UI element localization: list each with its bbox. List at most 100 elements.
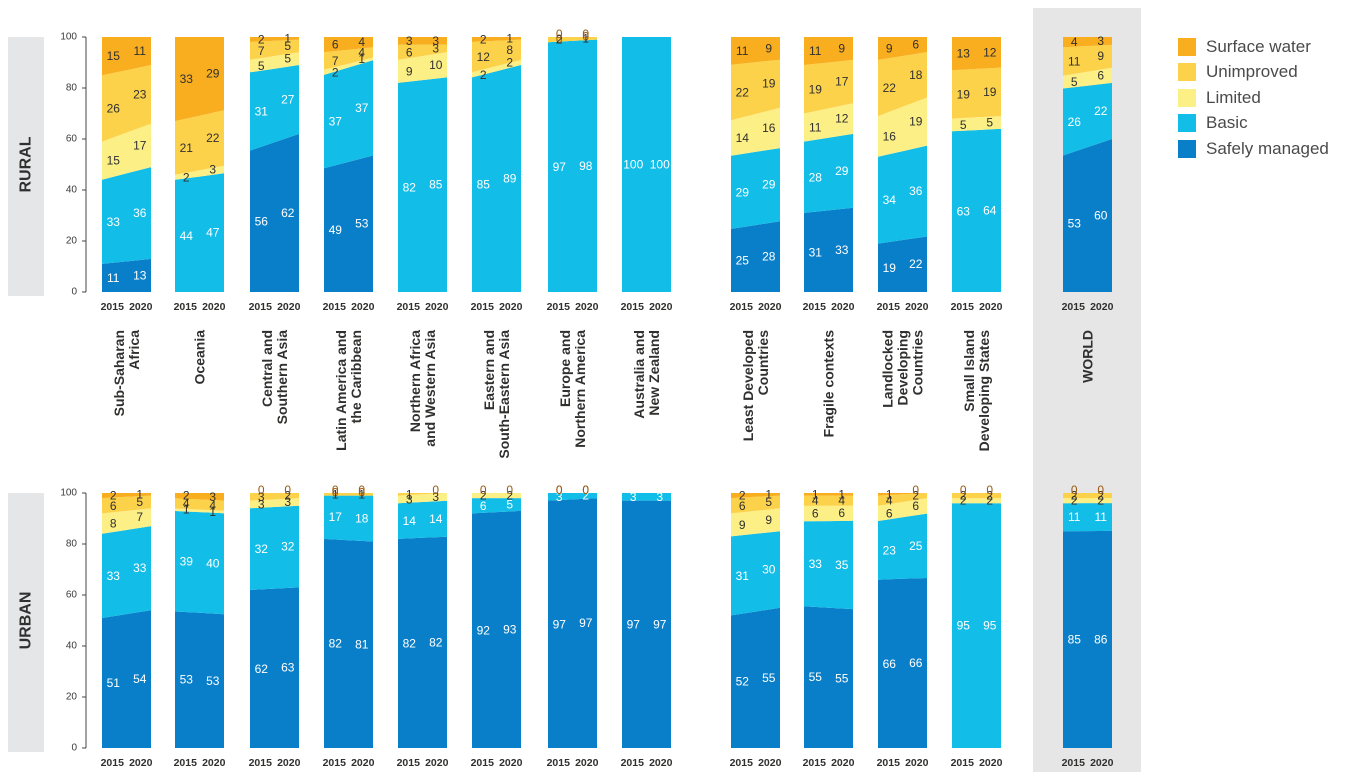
data-label: 1 [406, 487, 413, 501]
x-tick-label: 2015 [323, 301, 347, 313]
bar-segment-surface-water [102, 37, 151, 76]
data-label: 5 [506, 497, 513, 511]
data-label: 33 [835, 243, 849, 257]
x-tick-label: 2020 [649, 301, 673, 313]
data-label: 97 [653, 617, 667, 631]
data-label: 22 [1094, 104, 1108, 118]
data-label: 5 [960, 118, 967, 132]
legend-item-safely-managed: Safely managed [1178, 136, 1329, 162]
data-label: 66 [909, 656, 923, 670]
data-label: 23 [883, 543, 897, 557]
data-label: 2 [1097, 489, 1104, 503]
data-label: 47 [206, 226, 220, 240]
data-label: 2 [960, 489, 967, 503]
bar-segment-limited [175, 165, 224, 180]
data-label: 1 [886, 487, 893, 501]
region-label-line: Least Developed [740, 330, 756, 441]
data-label: 6 [480, 499, 487, 513]
x-tick-label: 2015 [547, 301, 571, 313]
bar-segment-limited [398, 493, 447, 504]
data-label: 11 [809, 44, 822, 58]
data-label: 4 [209, 499, 216, 513]
y-tick-label: 100 [60, 488, 77, 499]
data-label: 19 [983, 85, 997, 99]
x-tick-label: 2020 [1090, 757, 1114, 769]
data-label: 27 [281, 92, 295, 106]
data-label: 3 [209, 163, 216, 177]
data-label: 8 [110, 517, 117, 531]
data-label: 5 [284, 52, 291, 66]
data-label: 15 [107, 49, 121, 63]
bar-segment-unimproved [175, 498, 224, 511]
data-label: 33 [107, 569, 121, 583]
y-tick-label: 60 [66, 134, 78, 145]
bar-segment-unimproved [398, 493, 447, 496]
data-label: 22 [206, 131, 220, 145]
data-label: 13 [133, 268, 147, 282]
x-tick-label: 2015 [621, 301, 645, 313]
region-label-line: Developing States [976, 330, 992, 452]
y-tick-label: 100 [60, 32, 77, 43]
bar-segment-surface-water [731, 493, 780, 499]
data-label: 97 [627, 617, 641, 631]
bar-segment-surface-water [250, 37, 299, 42]
y-tick-label: 20 [66, 692, 78, 703]
data-label: 0 [986, 483, 993, 497]
data-label: 19 [809, 82, 823, 96]
bar-segment-basic [102, 526, 151, 618]
data-label: 4 [1071, 35, 1078, 49]
data-label: 16 [883, 129, 897, 143]
bar-segment-unimproved [324, 47, 373, 70]
data-label: 5 [1071, 75, 1078, 89]
data-label: 3 [406, 34, 413, 48]
region-label-line: Central and [259, 330, 275, 407]
region-label-line: the Caribbean [348, 330, 364, 423]
data-label: 1 [582, 31, 589, 45]
data-label: 12 [835, 112, 849, 126]
bar-segment-surface-water [878, 37, 927, 60]
bar-segment-unimproved [472, 39, 521, 73]
data-label: 33 [133, 561, 147, 575]
data-label: 3 [432, 34, 439, 48]
bar-segment-unimproved [731, 59, 780, 121]
data-label: 5 [136, 495, 143, 509]
data-label: 0 [582, 483, 589, 497]
bar-segment-surface-water [324, 37, 373, 53]
x-tick-label: 2015 [101, 301, 125, 313]
region-label-line: Landlocked [880, 330, 896, 408]
bar-segment-basic [175, 173, 224, 292]
data-label: 30 [762, 563, 776, 577]
bar-segment-unimproved [952, 493, 1001, 499]
bar-segment-basic [1063, 503, 1112, 532]
data-label: 9 [765, 513, 772, 527]
data-label: 1 [183, 503, 190, 517]
data-label: 6 [110, 499, 117, 513]
data-label: 6 [406, 45, 413, 59]
bar-segment-basic [398, 500, 447, 539]
x-tick-label: 2020 [129, 301, 153, 313]
data-label: 3 [432, 41, 439, 55]
bar-segment-basic [878, 513, 927, 580]
x-tick-label: 2015 [730, 757, 754, 769]
bar-segment-safely-managed [878, 236, 927, 292]
data-label: 28 [762, 250, 776, 264]
data-label: 86 [1094, 632, 1108, 646]
data-label: 19 [883, 261, 897, 275]
data-label: 63 [281, 661, 295, 675]
data-label: 52 [736, 675, 750, 689]
region-label-line: Developing [895, 330, 911, 405]
data-label: 2 [986, 489, 993, 503]
x-tick-label: 2015 [877, 757, 901, 769]
y-tick-label: 40 [66, 185, 78, 196]
bar-segment-safely-managed [472, 510, 521, 748]
region-label-line: Latin America and [333, 330, 349, 451]
data-label: 2 [183, 489, 190, 503]
x-tick-label: 2015 [621, 757, 645, 769]
data-label: 19 [762, 77, 776, 91]
bar-segment-unimproved [952, 67, 1001, 119]
data-label: 22 [736, 86, 750, 100]
bar-segment-limited [250, 498, 299, 509]
bar-segment-safely-managed [804, 606, 853, 748]
data-label: 11 [134, 44, 147, 58]
